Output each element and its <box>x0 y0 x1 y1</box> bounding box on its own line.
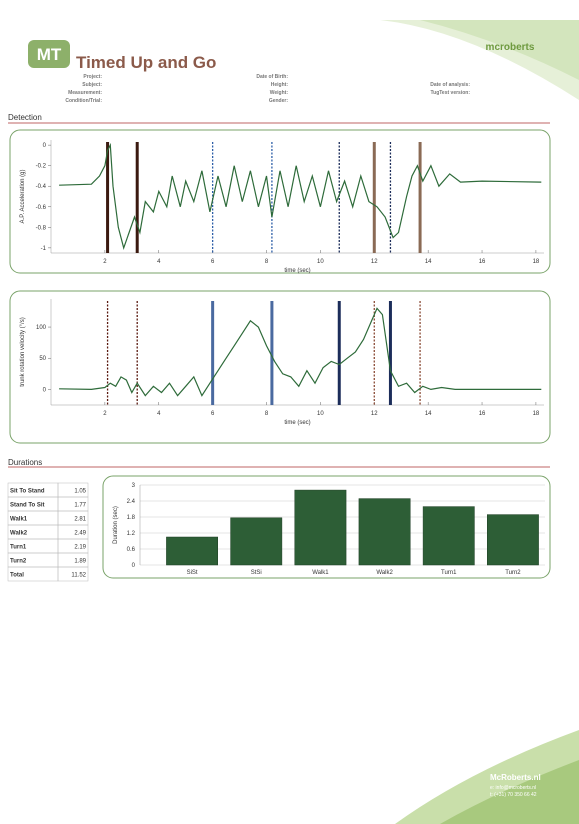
y-axis-label: Duration (sec) <box>113 506 119 544</box>
bar <box>294 489 347 566</box>
bar <box>358 498 411 566</box>
row-label: Turn2 <box>10 559 27 565</box>
x-tick-label: Turn1 <box>441 570 457 576</box>
row-value: 2.19 <box>74 545 86 551</box>
logo: MT <box>37 45 62 64</box>
x-axis-label: time (sec) <box>284 420 310 426</box>
footer-email: e: info@mcroberts.nl <box>490 785 536 791</box>
field-label: Height: <box>271 82 289 88</box>
x-tick-label: Walk1 <box>312 570 329 576</box>
y-tick-label: -1 <box>41 246 47 252</box>
y-tick-label: -0.6 <box>36 205 47 211</box>
row-label: Turn1 <box>10 545 27 551</box>
y-tick-label: -0.8 <box>36 225 47 231</box>
y-tick-label: 0 <box>43 143 47 149</box>
x-tick-label: 12 <box>371 411 378 417</box>
row-value: 1.05 <box>74 489 86 495</box>
footer-site: McRoberts.nl <box>490 773 541 782</box>
x-tick-label: 8 <box>265 411 269 417</box>
x-tick-label: 18 <box>533 259 540 265</box>
y-tick-label: 0 <box>43 387 47 393</box>
x-axis-label: time (sec) <box>284 268 310 274</box>
x-tick-label: 2 <box>103 259 107 265</box>
bar <box>230 517 283 566</box>
x-tick-label: 8 <box>265 259 269 265</box>
field-label: Condition/Trial: <box>65 98 102 104</box>
row-value: 1.89 <box>74 559 86 565</box>
x-tick-label: 6 <box>211 259 215 265</box>
x-tick-label: 14 <box>425 259 432 265</box>
y-tick-label: 50 <box>39 356 46 362</box>
footer-phone: t: (+31) 70 350 66 42 <box>490 792 537 798</box>
section-heading: Durations <box>8 458 42 467</box>
y-tick-label: -0.4 <box>36 184 47 190</box>
field-label: Weight: <box>270 90 289 96</box>
bar <box>487 514 539 566</box>
x-tick-label: Walk2 <box>376 570 393 576</box>
field-label: Measurement: <box>68 90 102 96</box>
y-tick-label: 3 <box>132 483 136 489</box>
field-label: TugTest version: <box>430 90 470 96</box>
chart-frame <box>9 129 551 274</box>
chart-frame <box>9 290 551 444</box>
header-swoosh-inner <box>420 20 579 80</box>
x-tick-label: 2 <box>103 411 107 417</box>
y-tick-label: 0 <box>132 563 136 569</box>
field-label: Project: <box>83 74 102 80</box>
row-label: Walk2 <box>10 531 28 537</box>
table-cell <box>57 566 89 582</box>
row-value: 2.49 <box>74 531 86 537</box>
row-label: Walk1 <box>10 517 28 523</box>
y-tick-label: 2.4 <box>127 499 136 505</box>
row-label: Total <box>10 573 24 579</box>
field-label: Gender: <box>269 98 289 104</box>
field-label: Date of Birth: <box>256 74 288 80</box>
brand: mcroberts <box>486 42 535 53</box>
signal-line <box>59 142 542 250</box>
x-tick-label: 16 <box>479 411 486 417</box>
section-heading: Detection <box>8 113 42 122</box>
x-tick-label: SiSt <box>187 570 198 576</box>
x-tick-label: 10 <box>317 411 324 417</box>
x-tick-label: Turn2 <box>505 570 521 576</box>
x-tick-label: 14 <box>425 411 432 417</box>
y-axis-label: A.P. Acceleration (g) <box>20 170 26 224</box>
row-value: 11.52 <box>71 573 86 579</box>
y-tick-label: 1.2 <box>127 531 136 537</box>
footer-swoosh-inner <box>440 760 579 824</box>
x-tick-label: StSi <box>251 570 262 576</box>
x-tick-label: 4 <box>157 259 161 265</box>
row-value: 2.81 <box>74 517 86 523</box>
signal-line <box>59 307 542 397</box>
y-axis-label: trunk rotation velocity (°/s) <box>20 317 26 386</box>
field-label: Subject: <box>82 82 102 88</box>
y-tick-label: 0.6 <box>127 547 136 553</box>
y-tick-label: 1.8 <box>127 515 136 521</box>
field-label: Date of analysis: <box>430 82 470 88</box>
bar <box>166 536 219 566</box>
y-tick-label: -0.2 <box>36 164 47 170</box>
y-tick-label: 100 <box>36 325 47 331</box>
row-label: Sit To Stand <box>10 489 45 495</box>
row-value: 1.77 <box>74 503 86 509</box>
row-label: Stand To Sit <box>10 503 45 509</box>
x-tick-label: 18 <box>533 411 540 417</box>
logo-box <box>28 40 70 68</box>
title: Timed Up and Go <box>76 53 216 72</box>
x-tick-label: 16 <box>479 259 486 265</box>
bar <box>422 506 475 566</box>
x-tick-label: 4 <box>157 411 161 417</box>
x-tick-label: 6 <box>211 411 215 417</box>
chart-frame <box>102 475 551 579</box>
x-tick-label: 12 <box>371 259 378 265</box>
x-tick-label: 10 <box>317 259 324 265</box>
